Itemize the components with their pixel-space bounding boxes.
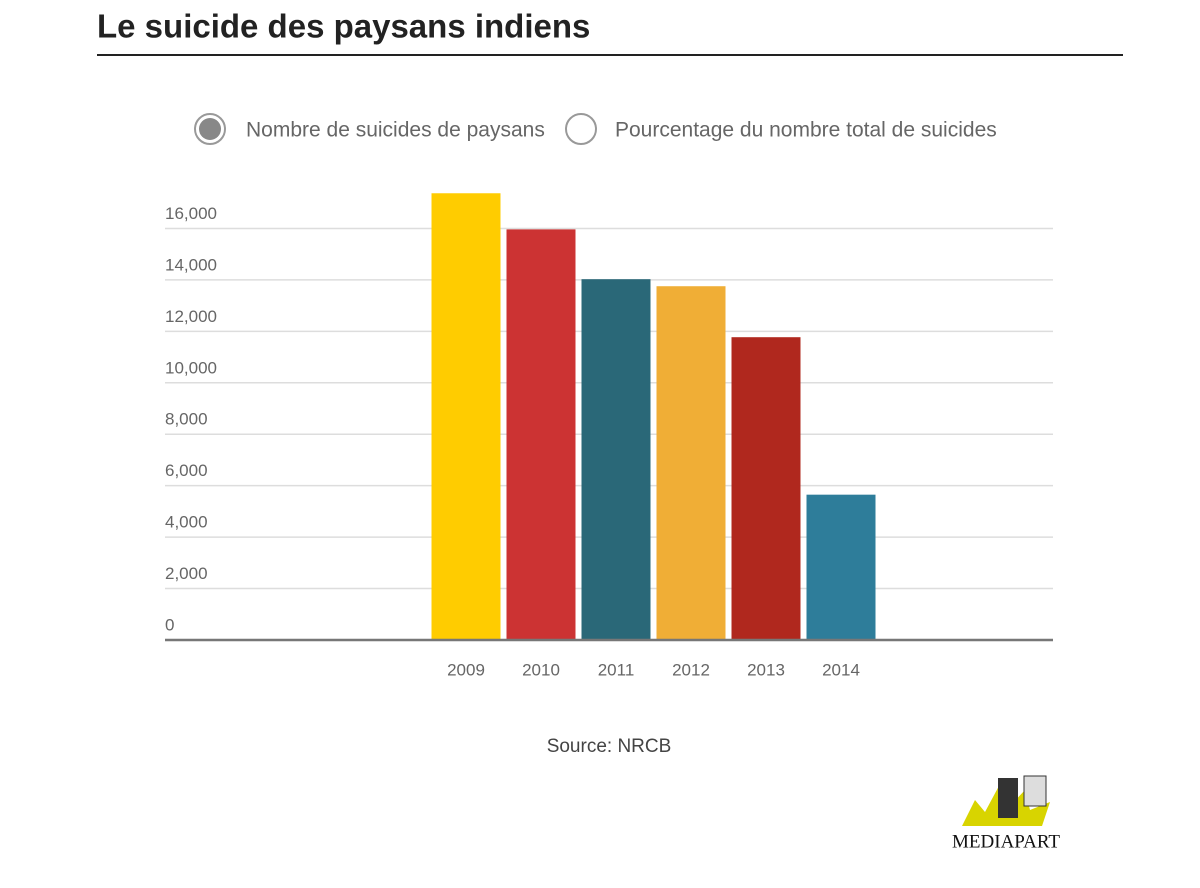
bar [656,286,726,640]
bar [581,279,651,640]
logo-figure [998,778,1018,818]
toggle-option[interactable]: Pourcentage du nombre total de suicides [565,113,997,145]
bar [431,193,501,640]
logo-paper [1023,775,1047,807]
y-tick-label: 2,000 [165,564,208,583]
x-tick-label: 2009 [447,660,485,679]
y-tick-label: 6,000 [165,461,208,480]
radio-dot [199,118,221,140]
y-tick-label: 4,000 [165,513,208,532]
x-tick-label: 2011 [598,660,635,679]
source: Source: NRCB [547,736,672,757]
y-tick-label: 14,000 [165,255,217,274]
option-label[interactable]: Pourcentage du nombre total de suicides [615,119,997,142]
y-tick-label: 0 [165,615,174,634]
x-tick-label: 2014 [822,660,860,679]
page-title: Le suicide des paysans indiens [97,8,590,45]
y-tick-label: 12,000 [165,307,217,326]
x-tick-label: 2012 [672,660,710,679]
x-tick-label: 2013 [747,660,785,679]
toggle-option[interactable]: Nombre de suicides de paysans [194,113,545,145]
x-tick-label: 2010 [522,660,560,679]
bar [731,337,801,640]
logo: MEDIAPART [952,775,1060,852]
bar [506,229,576,641]
y-tick-label: 10,000 [165,358,217,377]
y-tick-label: 8,000 [165,410,208,429]
y-tick-label: 16,000 [165,204,217,223]
logo-text: MEDIAPART [952,831,1060,852]
bar [806,494,876,640]
radio[interactable] [565,113,597,145]
option-label[interactable]: Nombre de suicides de paysans [246,119,545,142]
